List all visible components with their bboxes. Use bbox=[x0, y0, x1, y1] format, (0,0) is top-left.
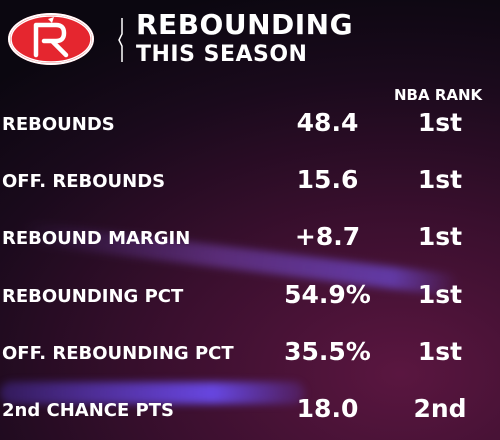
stat-rank: 1st bbox=[417, 108, 463, 137]
page-title: REBOUNDING bbox=[136, 8, 354, 41]
stat-rank: 1st bbox=[417, 222, 463, 251]
rank-column-header: NBA RANK bbox=[394, 86, 483, 104]
page-subtitle: THIS SEASON bbox=[136, 42, 308, 67]
stat-value: 54.9% bbox=[284, 280, 371, 309]
stat-value: 15.6 bbox=[296, 165, 359, 194]
stat-value: +8.7 bbox=[294, 222, 361, 251]
stat-row: OFF. REBOUNDING PCT 35.5% 1st bbox=[0, 333, 500, 373]
stat-row: REBOUNDING PCT 54.9% 1st bbox=[0, 276, 500, 316]
stat-rank: 1st bbox=[417, 280, 463, 309]
header-divider bbox=[118, 18, 123, 62]
stat-label: REBOUNDS bbox=[2, 114, 115, 135]
stat-row: REBOUND MARGIN +8.7 1st bbox=[0, 218, 500, 258]
stat-rank: 1st bbox=[417, 337, 463, 366]
stat-row: OFF. REBOUNDS 15.6 1st bbox=[0, 161, 500, 201]
stat-row: 2nd CHANCE PTS 18.0 2nd bbox=[0, 390, 500, 430]
stat-rank: 1st bbox=[417, 165, 463, 194]
stat-value: 48.4 bbox=[296, 108, 359, 137]
team-logo-icon bbox=[8, 13, 94, 65]
stat-row: REBOUNDS 48.4 1st bbox=[0, 104, 500, 144]
stat-label: REBOUNDING PCT bbox=[2, 286, 184, 307]
stat-value: 18.0 bbox=[296, 394, 359, 423]
stat-label: OFF. REBOUNDING PCT bbox=[2, 343, 234, 364]
stat-label: 2nd CHANCE PTS bbox=[2, 400, 174, 421]
stat-value: 35.5% bbox=[284, 337, 371, 366]
stat-label: OFF. REBOUNDS bbox=[2, 171, 166, 192]
stat-rank: 2nd bbox=[413, 394, 467, 423]
stat-label: REBOUND MARGIN bbox=[2, 228, 191, 249]
graphic-header: REBOUNDING THIS SEASON bbox=[0, 0, 500, 78]
